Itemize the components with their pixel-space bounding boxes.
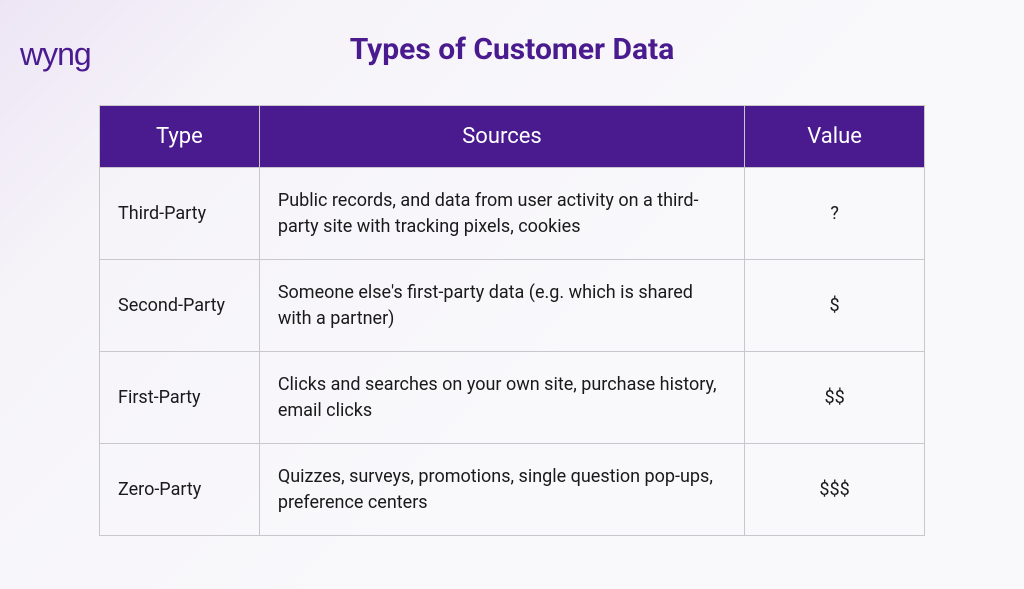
cell-sources: Public records, and data from user activ… bbox=[259, 168, 744, 260]
cell-value: $ bbox=[745, 260, 925, 352]
page-title: Types of Customer Data bbox=[0, 0, 1024, 67]
cell-sources: Someone else's first-party data (e.g. wh… bbox=[259, 260, 744, 352]
customer-data-table: Type Sources Value Third-Party Public re… bbox=[99, 105, 925, 536]
table-row: Third-Party Public records, and data fro… bbox=[100, 168, 925, 260]
table-header-row: Type Sources Value bbox=[100, 106, 925, 168]
table-row: Second-Party Someone else's first-party … bbox=[100, 260, 925, 352]
cell-value: ? bbox=[745, 168, 925, 260]
cell-type: Third-Party bbox=[100, 168, 260, 260]
col-header-value: Value bbox=[745, 106, 925, 168]
cell-value: $$ bbox=[745, 352, 925, 444]
cell-value: $$$ bbox=[745, 444, 925, 536]
col-header-type: Type bbox=[100, 106, 260, 168]
data-table-container: Type Sources Value Third-Party Public re… bbox=[99, 105, 925, 536]
brand-logo: wyng bbox=[20, 36, 91, 73]
cell-type: Zero-Party bbox=[100, 444, 260, 536]
cell-type: First-Party bbox=[100, 352, 260, 444]
cell-sources: Clicks and searches on your own site, pu… bbox=[259, 352, 744, 444]
cell-sources: Quizzes, surveys, promotions, single que… bbox=[259, 444, 744, 536]
table-row: Zero-Party Quizzes, surveys, promotions,… bbox=[100, 444, 925, 536]
cell-type: Second-Party bbox=[100, 260, 260, 352]
col-header-sources: Sources bbox=[259, 106, 744, 168]
table-row: First-Party Clicks and searches on your … bbox=[100, 352, 925, 444]
